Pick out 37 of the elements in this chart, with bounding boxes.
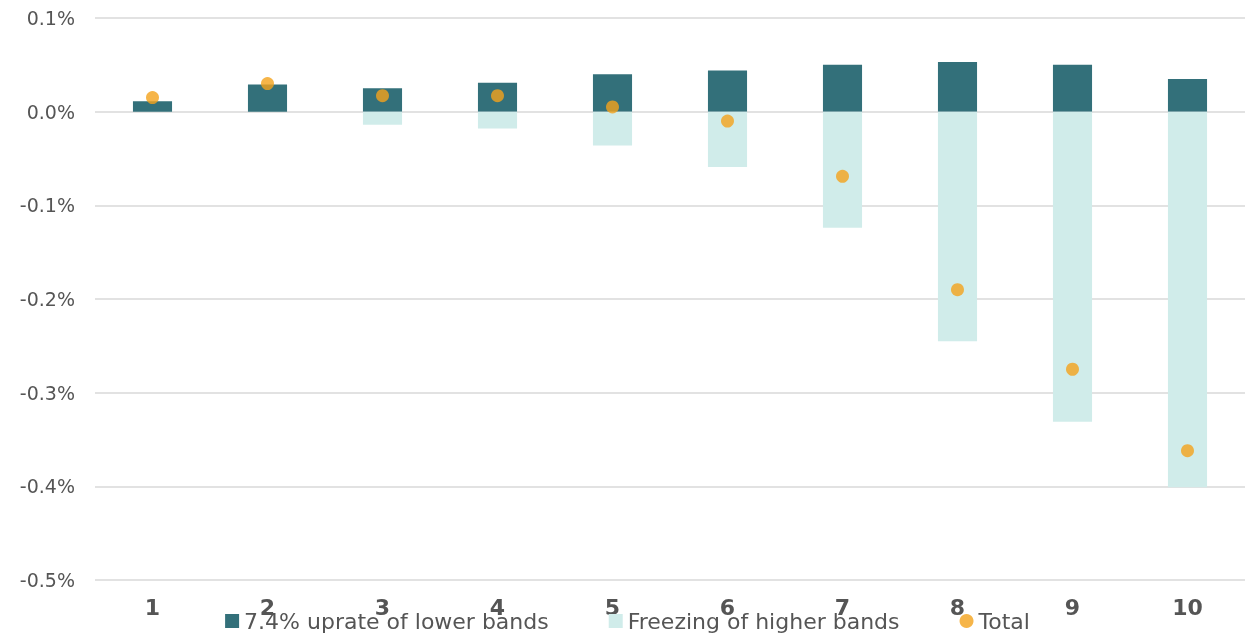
bar	[1052, 111, 1093, 422]
bar	[937, 111, 978, 342]
point	[261, 77, 274, 91]
bar	[247, 84, 288, 112]
legend-label: Total	[977, 608, 1030, 634]
y-tick-label: -0.5%	[19, 569, 75, 591]
bar	[707, 70, 748, 112]
x-tick-label: 8	[949, 594, 966, 620]
bar	[822, 111, 863, 228]
y-tick-label: 0.1%	[26, 7, 75, 29]
point	[721, 114, 734, 128]
y-tick-label: -0.3%	[19, 381, 75, 404]
bar	[592, 111, 633, 146]
bar	[707, 111, 748, 167]
bar	[477, 111, 518, 129]
bar	[937, 62, 978, 112]
x-tick-label: 5	[604, 594, 621, 620]
point	[1066, 362, 1079, 376]
point	[146, 91, 159, 105]
x-tick-label: 1	[144, 594, 161, 620]
y-tick-label: -0.4%	[19, 475, 75, 498]
bar	[1167, 111, 1208, 488]
bar	[1052, 64, 1093, 112]
bar	[132, 101, 173, 112]
bar	[1167, 78, 1208, 112]
y-tick-label: -0.2%	[19, 288, 75, 310]
point	[951, 283, 964, 297]
x-tick-label: 10	[1172, 594, 1203, 620]
bar	[362, 111, 403, 125]
bar	[822, 64, 863, 112]
point	[606, 100, 619, 114]
point	[1181, 444, 1194, 458]
y-tick-label: 0.0%	[26, 100, 75, 123]
point	[836, 169, 849, 183]
x-tick-label: 9	[1064, 594, 1081, 620]
bar	[592, 74, 633, 112]
y-tick-label: -0.1%	[19, 194, 75, 217]
